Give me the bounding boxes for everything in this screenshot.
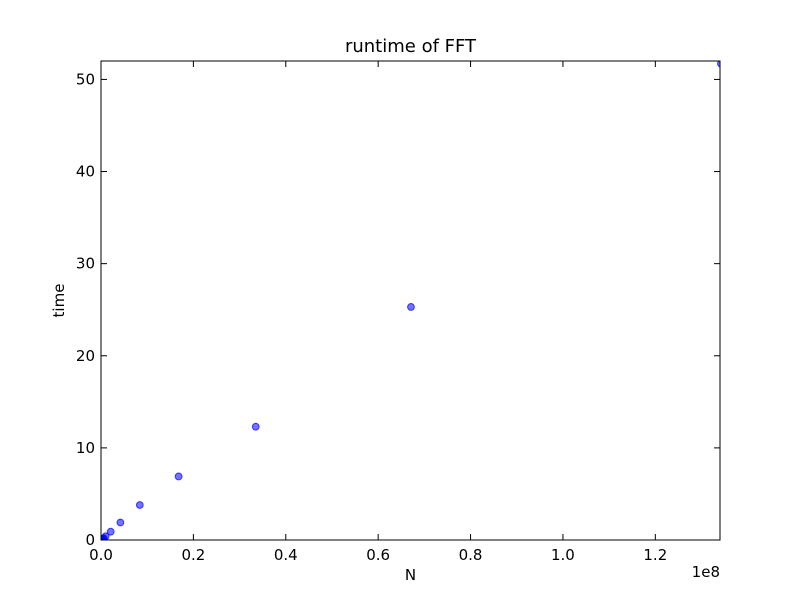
data-point	[135, 501, 144, 509]
x-tick-label: 1.2	[643, 546, 667, 564]
ticks-layer: 0.0 0.2 0.4 0.6 0.8 1.0 1.2 0 10 20 30 40 50	[76, 61, 720, 564]
data-point	[174, 472, 183, 481]
chart-title: runtime of FFT	[345, 36, 477, 57]
x-tick-label: 0.4	[274, 546, 298, 564]
data-point	[717, 61, 720, 68]
x-tick-label: 0.0	[89, 546, 113, 564]
x-tick-label: 1.0	[551, 546, 575, 564]
y-tick-label: 40	[76, 163, 95, 181]
x-tick-label: 0.8	[459, 546, 483, 564]
x-tick-label: 0.2	[181, 546, 205, 564]
y-tick-label: 0	[85, 531, 95, 549]
y-tick-label: 10	[76, 439, 95, 457]
y-tick-label: 30	[76, 255, 95, 273]
data-point	[116, 518, 125, 527]
data-point	[407, 303, 415, 311]
points-layer	[101, 61, 720, 540]
x-tick-label: 0.6	[366, 546, 390, 564]
y-tick-label: 20	[76, 347, 95, 365]
data-point	[251, 422, 260, 431]
x-axis-label: N	[405, 566, 416, 584]
plot-frame	[100, 60, 721, 541]
data-point	[106, 527, 115, 536]
y-axis-label: time	[50, 284, 68, 318]
x-offset-label: 1e8	[692, 563, 720, 581]
y-tick-label: 50	[76, 70, 95, 88]
